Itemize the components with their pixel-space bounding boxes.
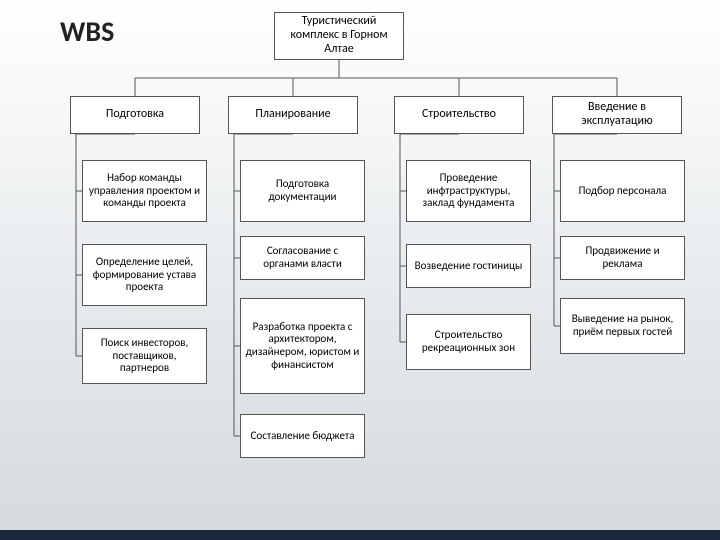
task-box: Проведение инфтраструктуры, заклад фунда… [406,160,531,222]
task-box: Разработка проекта с архитектором, дизай… [240,298,365,394]
task-box: Набор команды управления проектом и кома… [82,160,207,222]
phase-box: Планирование [228,96,358,134]
task-box: Согласование с органами власти [240,236,365,280]
phase-box: Введение в эксплуатацию [552,96,682,134]
task-box: Поиск инвесторов, поставщиков, партнеров [82,328,207,384]
task-box: Выведение на рынок, приём первых гостей [560,298,685,354]
wbs-root: Туристический комплекс в Горном Алтае [274,12,404,60]
task-box: Продвижение и реклама [560,236,685,280]
task-box: Подбор персонала [560,160,685,222]
task-box: Определение целей, формирование устава п… [82,244,207,306]
task-box: Подготовка документации [240,160,365,222]
footer-bar [0,530,720,540]
task-box: Строительство рекреационных зон [406,314,531,370]
phase-box: Подготовка [70,96,200,134]
task-box: Составление бюджета [240,414,365,458]
task-box: Возведение гостиницы [406,244,531,288]
page-title: WBS [60,14,114,49]
phase-box: Строительство [394,96,524,134]
